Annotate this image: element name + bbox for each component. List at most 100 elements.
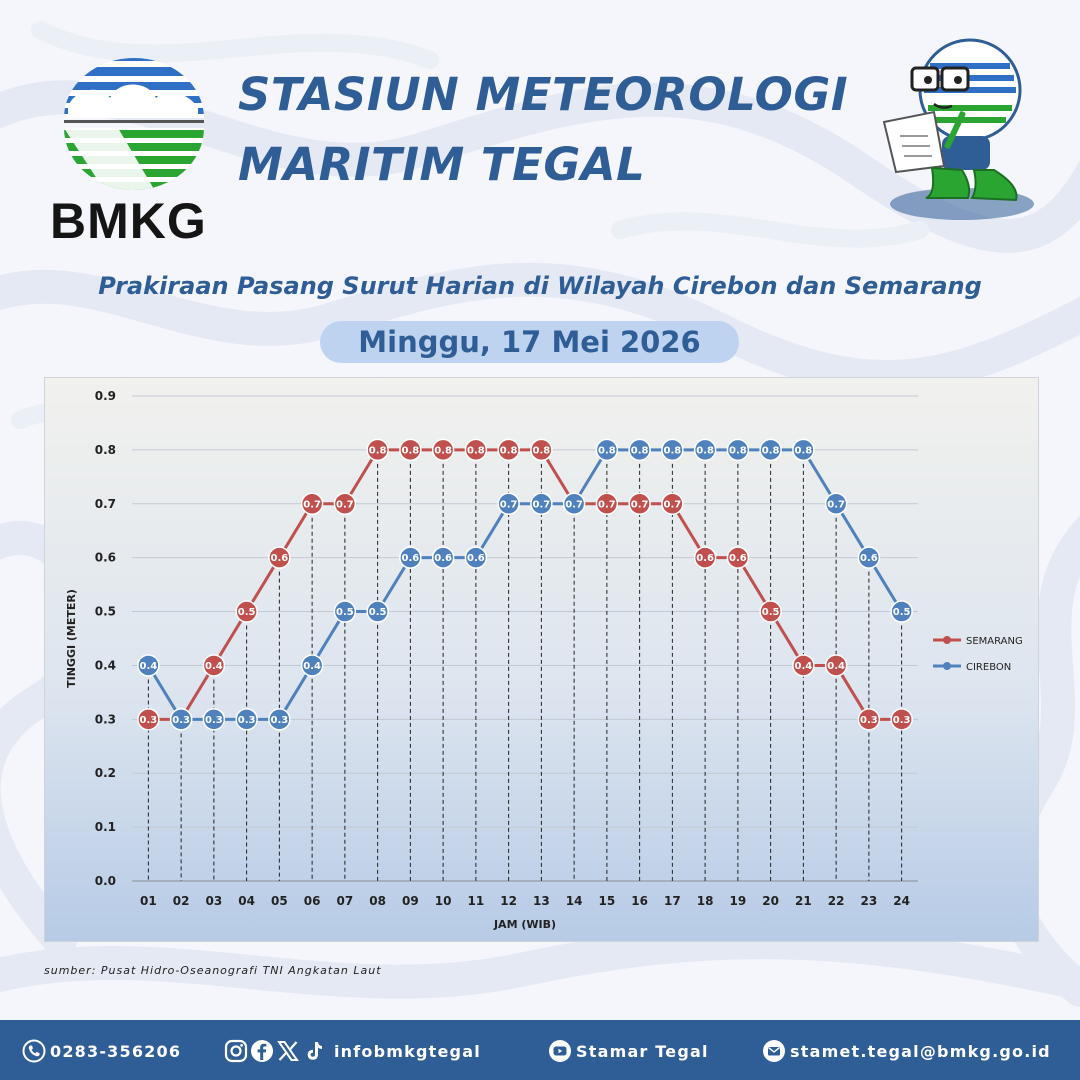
data-point-semarang xyxy=(366,438,389,462)
footer-bar: 0283-356206 infobmkgtegal Stamar Tegal xyxy=(0,1020,1080,1080)
data-point-semarang xyxy=(726,546,750,569)
x-tick-label: 20 xyxy=(762,894,779,908)
data-point-cirebon xyxy=(792,438,815,462)
data-label-semarang: 0.7 xyxy=(598,499,616,510)
data-label-semarang: 0.7 xyxy=(631,499,649,510)
source-note: sumber: Pusat Hidro-Oseanografi TNI Angk… xyxy=(44,964,382,977)
data-label-semarang: 0.4 xyxy=(827,661,845,672)
data-label-semarang: 0.8 xyxy=(467,445,485,456)
data-point-cirebon xyxy=(333,600,357,623)
data-label-semarang: 0.8 xyxy=(369,445,387,456)
x-tick-label: 06 xyxy=(304,894,321,908)
x-tick-label: 03 xyxy=(206,894,223,908)
tide-chart: 0.0 0.1 0.2 0.3 0.4 0.5 0.6 0.7 0.8 0.9 01 02 03 04 05… xyxy=(44,377,1039,942)
data-point-cirebon xyxy=(300,654,324,677)
data-label-semarang: 0.8 xyxy=(533,445,551,456)
data-label-cirebon: 0.3 xyxy=(238,715,256,726)
data-point-semarang xyxy=(333,492,357,516)
x-tick-label: 12 xyxy=(500,894,517,908)
page-title: STASIUN METEOROLOGI MARITIM TEGAL xyxy=(238,60,848,200)
email-icon xyxy=(763,1040,785,1062)
data-point-cirebon xyxy=(235,708,258,731)
data-point-cirebon xyxy=(562,492,586,516)
x-tick-label: 21 xyxy=(795,894,812,908)
data-point-semarang xyxy=(824,654,848,677)
data-point-cirebon xyxy=(497,492,520,516)
y-tick-label: 0.0 xyxy=(95,874,116,888)
data-label-cirebon: 0.5 xyxy=(369,607,387,618)
x-tick-label: 15 xyxy=(599,894,616,908)
y-tick-label: 0.5 xyxy=(95,605,116,619)
data-point-cirebon xyxy=(890,600,913,623)
x-tick-label: 18 xyxy=(697,894,714,908)
series-line-semarang xyxy=(148,448,902,721)
instagram-icon[interactable] xyxy=(224,1039,248,1063)
data-point-cirebon xyxy=(857,546,881,569)
x-tick-label: 07 xyxy=(337,894,354,908)
x-icon[interactable] xyxy=(276,1039,300,1063)
legend-marker-semarang xyxy=(943,636,951,644)
facebook-icon[interactable] xyxy=(250,1039,274,1063)
data-label-cirebon: 0.6 xyxy=(402,553,420,564)
data-label-cirebon: 0.3 xyxy=(205,715,223,726)
data-label-semarang: 0.3 xyxy=(860,715,878,726)
tiktok-icon[interactable] xyxy=(302,1039,326,1063)
x-tick-label: 19 xyxy=(730,894,747,908)
data-label-semarang: 0.7 xyxy=(664,499,682,510)
data-point-semarang xyxy=(235,600,258,623)
footer-phone[interactable]: 0283-356206 xyxy=(22,1038,181,1064)
phone-icon xyxy=(22,1039,46,1063)
y-tick-label: 0.1 xyxy=(95,820,116,834)
footer-social[interactable]: infobmkgtegal xyxy=(224,1038,481,1064)
legend-label-semarang: SEMARANG xyxy=(966,636,1023,647)
data-label-semarang: 0.6 xyxy=(696,553,714,564)
x-tick-label: 13 xyxy=(533,894,550,908)
footer-youtube[interactable]: Stamar Tegal xyxy=(548,1038,709,1064)
phone-number: 0283-356206 xyxy=(50,1041,182,1061)
data-point-cirebon xyxy=(759,438,782,462)
data-label-semarang: 0.3 xyxy=(140,715,158,726)
data-point-semarang xyxy=(661,492,684,516)
legend-label-cirebon: CIREBON xyxy=(966,662,1011,673)
x-tick-label: 17 xyxy=(664,894,681,908)
x-tick-label: 11 xyxy=(468,894,485,908)
data-label-cirebon: 0.8 xyxy=(696,445,714,456)
data-point-cirebon xyxy=(530,492,553,516)
legend-marker-cirebon xyxy=(943,662,951,670)
y-axis-title: TINGGI (METER) xyxy=(65,589,78,688)
data-point-semarang xyxy=(628,492,651,516)
data-label-cirebon: 0.6 xyxy=(860,553,878,564)
data-label-cirebon: 0.5 xyxy=(893,607,911,618)
mascot-icon xyxy=(882,38,1034,220)
x-tick-label: 10 xyxy=(435,894,452,908)
date-badge: Minggu, 17 Mei 2026 xyxy=(320,321,739,363)
data-point-semarang xyxy=(530,438,553,462)
data-label-cirebon: 0.8 xyxy=(631,445,649,456)
data-point-cirebon xyxy=(464,546,488,569)
data-point-cirebon xyxy=(824,492,848,516)
y-tick-label: 0.7 xyxy=(95,497,116,511)
x-tick-label: 14 xyxy=(566,894,583,908)
data-point-semarang xyxy=(268,546,291,569)
footer-email[interactable]: stamet.tegal@bmkg.go.id xyxy=(762,1038,1051,1064)
data-label-semarang: 0.6 xyxy=(271,553,289,564)
data-point-cirebon xyxy=(399,546,422,569)
data-point-semarang xyxy=(300,492,324,516)
background-pattern xyxy=(0,80,1080,1007)
x-tick-label: 22 xyxy=(828,894,845,908)
data-label-cirebon: 0.8 xyxy=(729,445,747,456)
data-point-cirebon xyxy=(169,708,193,731)
title-line-2: MARITIM TEGAL xyxy=(238,138,646,191)
data-point-semarang xyxy=(464,438,488,462)
data-label-cirebon: 0.7 xyxy=(533,499,551,510)
data-label-semarang: 0.7 xyxy=(303,499,321,510)
youtube-icon xyxy=(549,1040,571,1062)
data-point-semarang xyxy=(137,708,160,731)
y-tick-label: 0.8 xyxy=(95,443,116,457)
data-point-semarang xyxy=(857,708,881,731)
data-point-semarang xyxy=(792,654,815,677)
tide-line-chart: 0.0 0.1 0.2 0.3 0.4 0.5 0.6 0.7 0.8 0.9 01 02 03 04 05… xyxy=(65,389,1023,931)
data-label-cirebon: 0.7 xyxy=(500,499,518,510)
y-tick-label: 0.3 xyxy=(95,712,116,726)
data-point-semarang xyxy=(431,438,455,462)
